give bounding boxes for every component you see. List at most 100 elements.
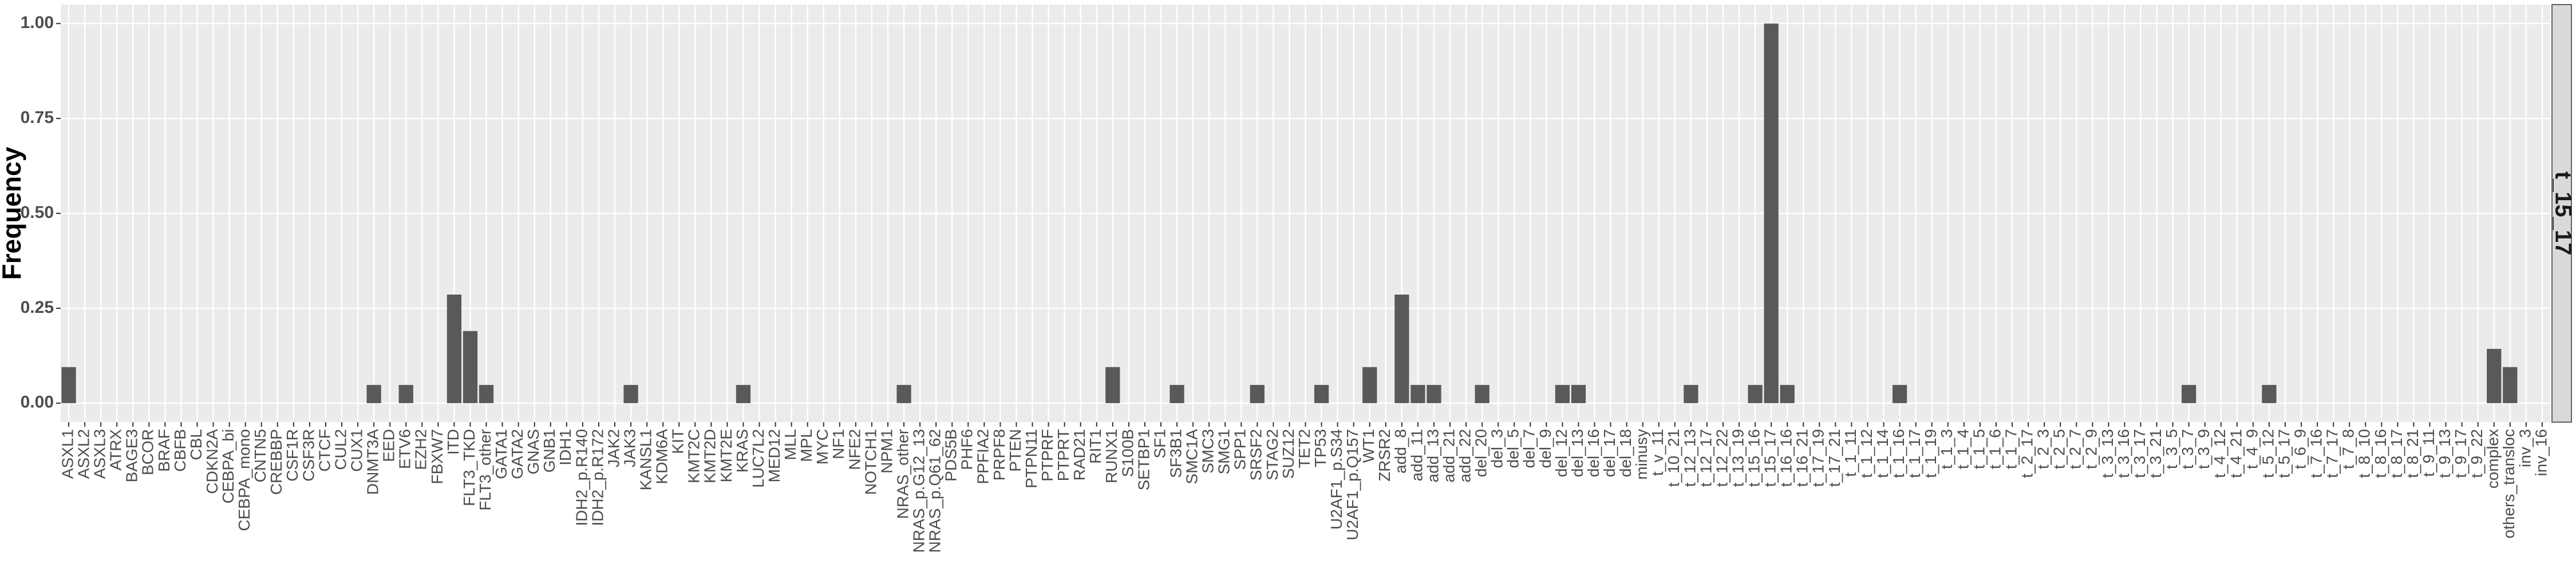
x-tick-label: FBXW7 (428, 429, 446, 484)
bar (463, 331, 478, 403)
x-tick-label: t_1_16 (1890, 429, 1907, 478)
x-tick-label: SMC1A (1183, 429, 1200, 484)
x-tick-label: KRAS (733, 429, 751, 472)
x-tick-label: PTEN (1006, 429, 1024, 472)
x-tick-label: del_18 (1617, 429, 1634, 477)
x-tick-label: t_3_16 (2115, 429, 2132, 478)
x-tick-label: t_17_21 (1826, 429, 1843, 487)
x-tick-label: ATRX (107, 429, 125, 471)
x-tick-label: BRAF (155, 429, 173, 472)
x-tick-label: add_21 (1440, 429, 1457, 482)
x-tick-label: ASXL2 (74, 429, 92, 479)
x-tick-label: MLL (781, 429, 799, 460)
bar (1170, 384, 1184, 403)
x-tick-label: t_4_12 (2211, 429, 2229, 478)
x-tick-label: GATA2 (508, 429, 526, 479)
x-tick-label: t_4_9 (2243, 429, 2261, 469)
x-tick-label: t_17_19 (1809, 429, 1827, 487)
x-tick-label: t_3_21 (2147, 429, 2164, 478)
x-tick-label: inv_3 (2516, 429, 2534, 467)
x-tick-label: t_3_13 (2099, 429, 2116, 478)
x-tick-label: t_9_22 (2468, 429, 2486, 478)
x-tick-label: t_3_5 (2163, 429, 2180, 469)
x-tick-label: FLT3_other (476, 429, 494, 511)
x-tick-label: t_13_19 (1729, 429, 1747, 487)
x-tick-label: PDS5B (942, 429, 960, 482)
x-tick-label: PPFIA2 (974, 429, 992, 484)
x-tick-label: del_13 (1568, 429, 1586, 477)
x-tick-label: t_2_17 (2018, 429, 2036, 478)
bar (479, 384, 494, 403)
x-tick-label: NPM1 (878, 429, 895, 474)
x-tick-label: CSF3R (299, 429, 317, 482)
x-tick-label: SF3B1 (1167, 429, 1184, 478)
x-tick-label: ASXL3 (91, 429, 109, 479)
x-tick-label: t_1_4 (1954, 429, 1971, 469)
x-tick-label: CEBPA_bi (219, 429, 237, 503)
x-tick-label: STAG2 (1263, 429, 1281, 480)
x-tick-label: ASXL1 (58, 429, 76, 479)
x-tick-label: add_13 (1424, 429, 1441, 482)
x-tick-label: PHF6 (958, 429, 976, 470)
x-tick-label: U2AF1_p.S34 (1327, 429, 1345, 530)
x-tick-label: t_9_13 (2436, 429, 2453, 478)
x-tick-label: NRAS_other (894, 429, 911, 519)
x-tick-label: SMC3 (1199, 429, 1217, 474)
x-tick-label: minusy (1633, 429, 1650, 480)
y-tick-label: 0.25 (21, 298, 54, 317)
bar (2262, 384, 2277, 403)
bar (1780, 384, 1795, 403)
bar (61, 367, 76, 403)
y-tick-label: 0.50 (21, 203, 54, 222)
bar (736, 384, 751, 403)
x-tick-label: NFE2 (846, 429, 863, 470)
x-tick-label: BCOR (139, 429, 157, 475)
y-tick-label: 0.75 (21, 108, 54, 127)
x-tick-label: TET2 (1295, 429, 1313, 468)
x-tick-label: t_15_17 (1761, 429, 1779, 487)
x-tick-label: CDKN2A (203, 429, 221, 494)
x-tick-label: EZH2 (412, 429, 430, 470)
x-tick-label: t_1_12 (1858, 429, 1875, 478)
x-tick-label: del_5 (1504, 429, 1522, 468)
x-tick-label: t_7_8 (2340, 429, 2357, 469)
x-tick-label: JAK3 (621, 429, 638, 467)
x-tick-label: t_2_3 (2034, 429, 2052, 469)
x-tick-label: t_12_13 (1681, 429, 1698, 487)
x-tick-label: del_17 (1601, 429, 1618, 477)
x-tick-label: SUZ12 (1279, 429, 1297, 479)
x-tick-label: CUL2 (331, 429, 349, 470)
bar (1764, 23, 1779, 403)
x-tick-label: t_2_7 (2067, 429, 2084, 469)
x-tick-label: RUNX1 (1103, 429, 1120, 483)
x-tick-label: del_16 (1585, 429, 1602, 477)
bar (623, 384, 638, 403)
x-tick-label: t_16_16 (1777, 429, 1795, 487)
x-tick-label: GATA1 (492, 429, 510, 479)
bar (398, 384, 413, 403)
x-tick-label: PTPRF (1038, 429, 1056, 482)
x-tick-label: BAGE3 (123, 429, 141, 482)
x-tick-label: GNAS (524, 429, 542, 474)
x-tick-label: S100B (1119, 429, 1136, 477)
x-tick-label: TP53 (1311, 429, 1329, 467)
x-tick-label: t_8_17 (2388, 429, 2405, 478)
x-tick-label: del_12 (1552, 429, 1570, 477)
bar (1394, 295, 1409, 403)
x-tick-label: CNTN5 (251, 429, 269, 482)
x-tick-label: CBL (187, 429, 205, 460)
x-tick-label: t_10_21 (1665, 429, 1682, 487)
x-tick-label: t_1_14 (1874, 429, 1891, 478)
bar (1314, 384, 1329, 403)
x-tick-label: ETV6 (396, 429, 414, 469)
bar (2503, 367, 2518, 403)
x-tick-label: t_3_7 (2179, 429, 2196, 469)
x-tick-label: del_9 (1536, 429, 1554, 468)
x-tick-label: t_12_17 (1697, 429, 1714, 487)
x-tick-label: t_1_6 (1986, 429, 2004, 469)
x-tick-label: t_16_21 (1793, 429, 1811, 487)
bar (1555, 384, 1570, 403)
x-tick-label: t_7_16 (2308, 429, 2325, 478)
x-tick-label: WT1 (1360, 429, 1377, 463)
